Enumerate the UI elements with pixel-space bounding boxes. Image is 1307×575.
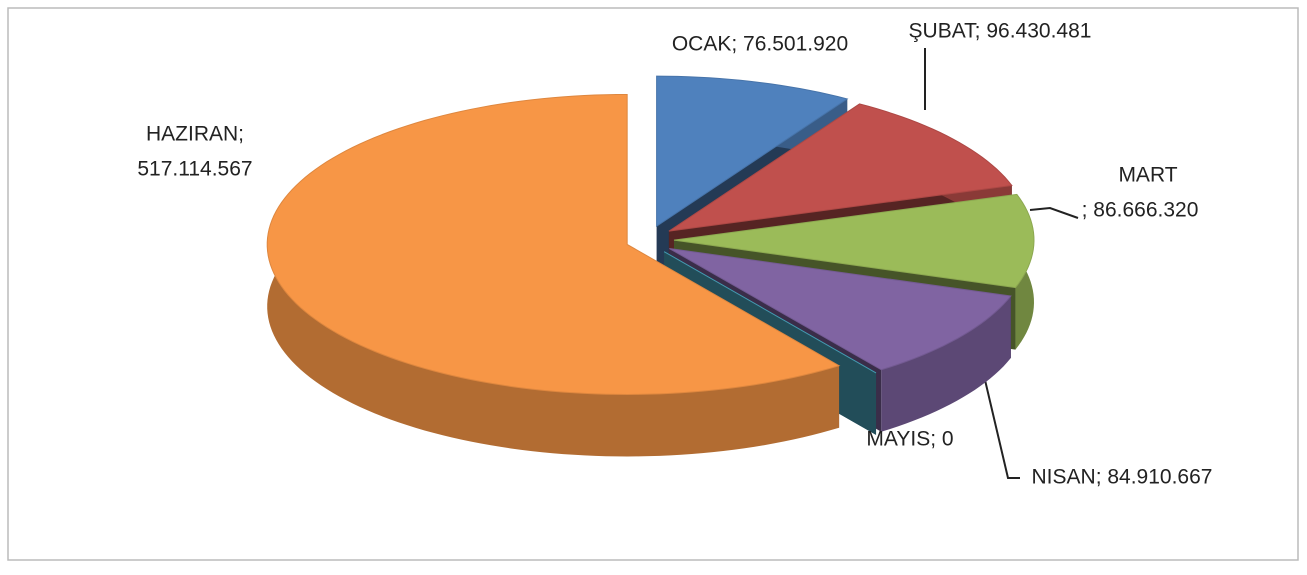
data-label: NISAN; 84.910.667 [1032, 466, 1213, 489]
data-label: 517.114.567 [137, 158, 252, 181]
data-label: ; 86.666.320 [1082, 199, 1199, 222]
pie-slice [668, 103, 1013, 232]
data-label: MAYIS; 0 [866, 428, 953, 451]
pie-slice [266, 93, 841, 395]
pie-slice [663, 251, 877, 374]
pie-slice [669, 248, 1012, 371]
data-label: ŞUBAT; 96.430.481 [909, 20, 1092, 43]
leader-line [984, 379, 1020, 479]
data-label: HAZIRAN; [146, 123, 244, 146]
pie-slice [656, 75, 849, 228]
pie-tops [266, 75, 1035, 395]
pie-slice [673, 193, 1035, 289]
data-label: OCAK; 76.501.920 [672, 33, 848, 56]
data-label: MART [1118, 164, 1177, 187]
leader-lines [924, 48, 1079, 479]
pie-slice-side [881, 296, 1011, 432]
leader-line [1029, 206, 1079, 219]
